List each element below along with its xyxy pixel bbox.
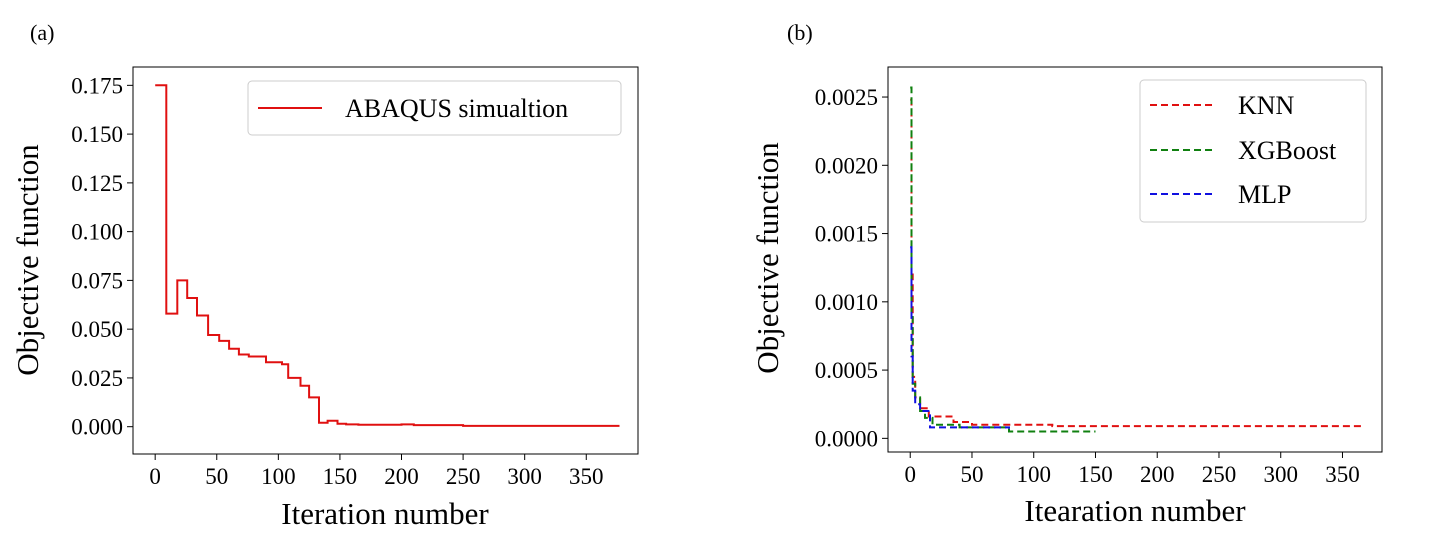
plot-frame-b [887, 66, 1383, 453]
x-tick-label-a-0: 0 [149, 464, 161, 489]
y-tick-label-a-2: 0.050 [71, 317, 123, 342]
panel-b: (b) 0 50 100 150 200 250 300 350 0.00000.00050.… [750, 20, 1383, 528]
x-tick-label-a-1: 50 [205, 464, 228, 489]
y-axis-label-b: Objective function [750, 142, 785, 374]
y-tick-label-a-3: 0.075 [71, 268, 123, 293]
legend-label-b-1: XGBoost [1238, 136, 1337, 165]
x-axis-a: 0 50 100 150 200 250 300 350 [149, 454, 604, 489]
legend-a: ABAQUS simualtion [247, 80, 622, 136]
panel-a: (a) 0 50 100 150 200 250 300 350 0.000 0.025 0.05… [10, 20, 639, 531]
y-tick-label-a-5: 0.125 [71, 171, 123, 196]
y-tick-label-b-2: 0.0010 [815, 290, 878, 315]
plot-frame-a [132, 66, 639, 455]
series-line-a-0 [155, 84, 620, 427]
y-tick-label-a-4: 0.100 [71, 220, 123, 245]
x-axis-b: 0 50 100 150 200 250 300 350 [904, 452, 1360, 487]
x-tick-label-a-3: 150 [323, 464, 358, 489]
plot-area-b [910, 86, 1361, 433]
series-line-b-1 [910, 86, 1096, 433]
y-axis-label-a: Objective function [10, 144, 45, 376]
x-tick-label-a-5: 250 [446, 464, 481, 489]
plot-area-a [155, 84, 620, 427]
x-tick-label-b-6: 300 [1263, 462, 1298, 487]
x-tick-label-b-5: 250 [1202, 462, 1237, 487]
legend-box-b [1139, 79, 1367, 223]
y-tick-label-a-6: 0.150 [71, 122, 123, 147]
y-tick-label-b-4: 0.0020 [815, 153, 878, 178]
x-axis-label-a: Iteration number [281, 496, 489, 531]
y-tick-label-b-3: 0.0015 [815, 222, 878, 247]
y-axis-a: 0.000 0.025 0.050 0.075 0.100 0.125 0.150 0.175 [71, 73, 133, 440]
y-tick-label-b-5: 0.0025 [815, 85, 878, 110]
x-tick-label-a-4: 200 [384, 464, 419, 489]
x-tick-label-a-6: 300 [507, 464, 542, 489]
y-tick-label-a-0: 0.000 [71, 415, 123, 440]
legend-label-b-2: MLP [1238, 180, 1291, 209]
x-tick-label-b-0: 0 [904, 462, 916, 487]
y-axis-b: 0.0000 0.0005 0.0010 0.0015 0.0020 0.0025 [815, 85, 888, 451]
series-line-b-2 [910, 246, 1010, 429]
x-tick-label-a-7: 350 [569, 464, 604, 489]
y-tick-label-a-1: 0.025 [71, 366, 123, 391]
legend-label-b-0: KNN [1238, 91, 1295, 120]
x-tick-label-b-7: 350 [1325, 462, 1360, 487]
x-tick-label-b-3: 150 [1078, 462, 1113, 487]
legend-box-a [247, 80, 622, 136]
x-tick-label-b-4: 200 [1140, 462, 1175, 487]
x-axis-label-b: Itearation number [1024, 493, 1246, 528]
y-tick-label-b-1: 0.0005 [815, 358, 878, 383]
y-tick-label-b-0: 0.0000 [815, 426, 878, 451]
series-line-b-0 [910, 98, 1361, 428]
y-tick-label-a-7: 0.175 [71, 73, 123, 98]
panel-label-b: (b) [787, 20, 813, 45]
legend-label-a-0: ABAQUS simualtion [345, 94, 568, 123]
x-tick-label-b-2: 100 [1016, 462, 1051, 487]
x-tick-label-b-1: 50 [960, 462, 983, 487]
panel-label-a: (a) [30, 20, 54, 45]
legend-b: KNN XGBoost MLP [1139, 79, 1367, 223]
x-tick-label-a-2: 100 [261, 464, 296, 489]
